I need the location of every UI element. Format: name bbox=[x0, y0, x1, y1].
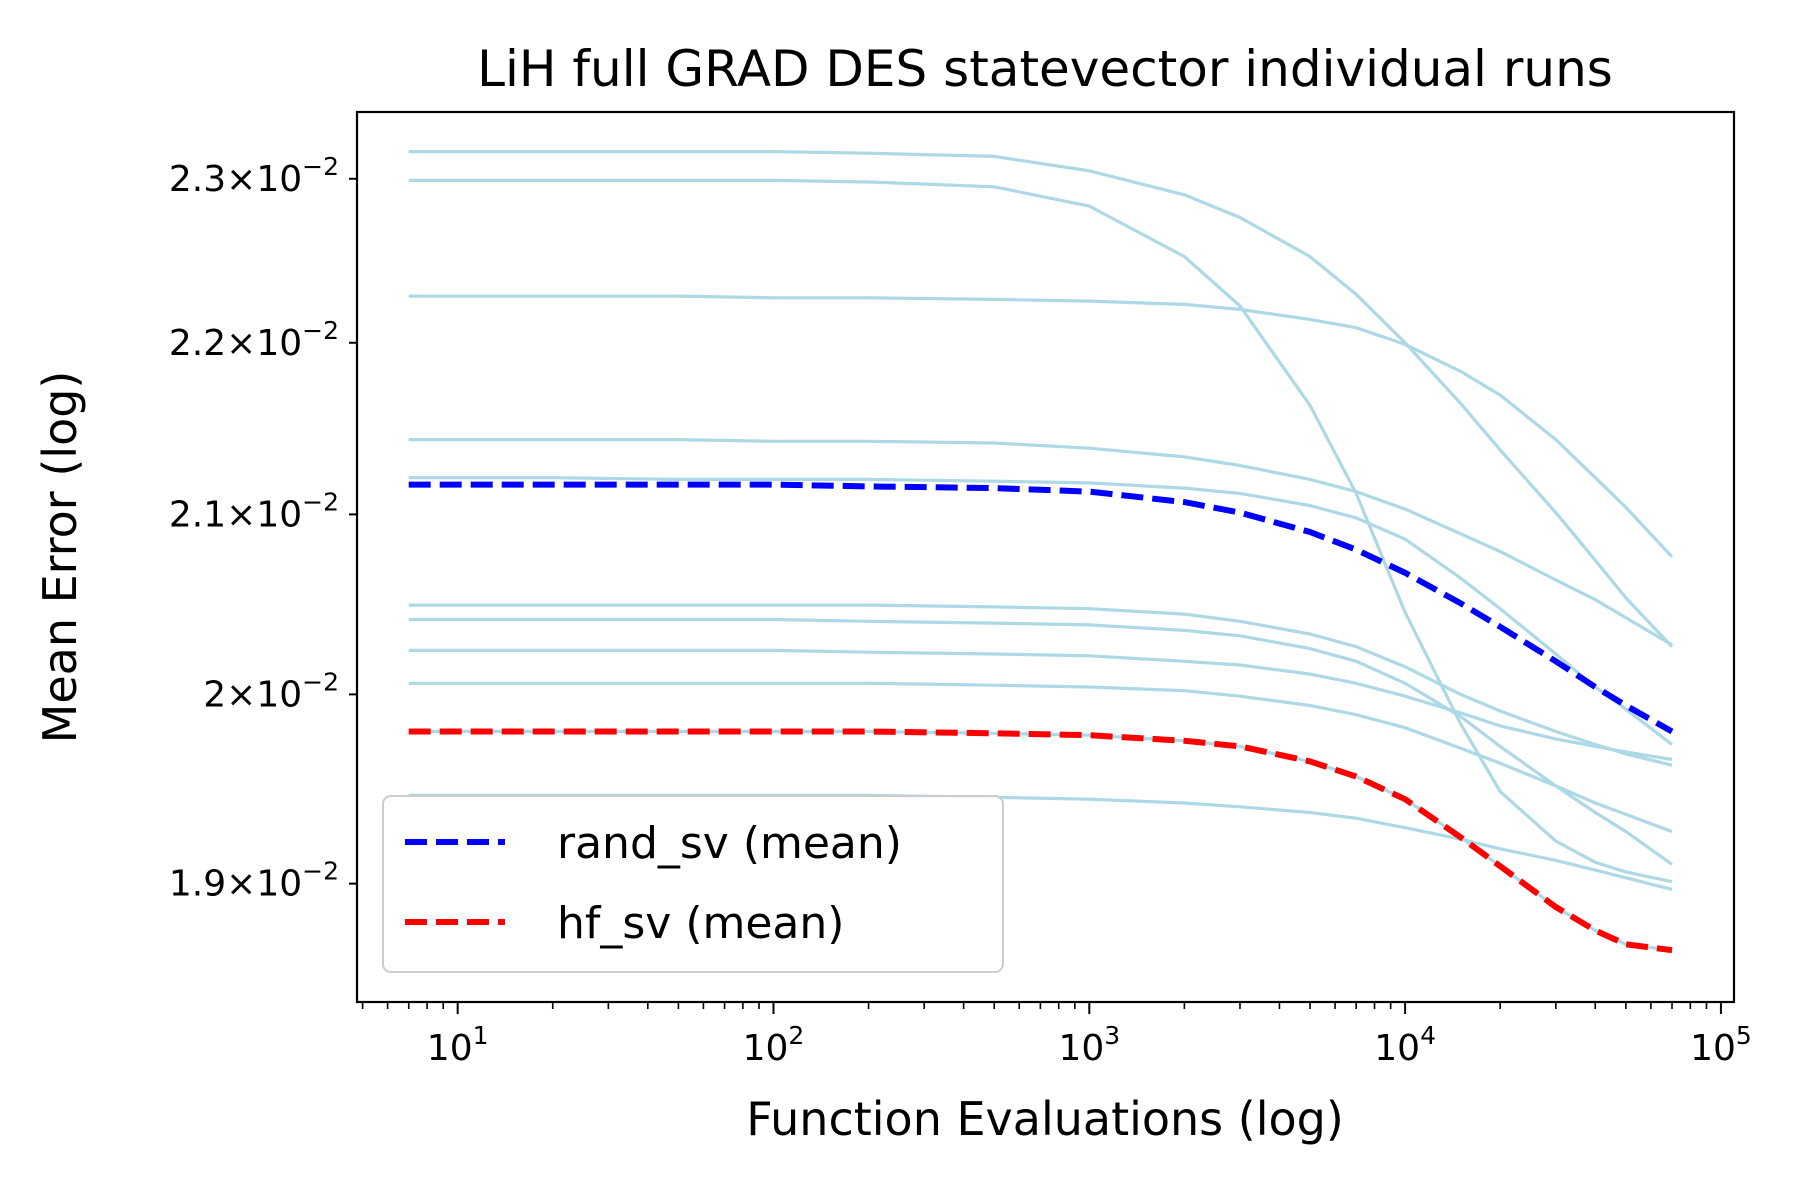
legend: rand_sv (mean) hf_sv (mean) bbox=[382, 795, 1004, 973]
y-tick-label: 2.3×10−2 bbox=[169, 152, 339, 200]
mean-line-hf-sv bbox=[408, 728, 1673, 954]
run-line-9 bbox=[408, 681, 1673, 834]
y-tick-label: 2×10−2 bbox=[203, 667, 339, 715]
run-line-4 bbox=[408, 438, 1673, 647]
y-axis-label: Mean Error (log) bbox=[33, 371, 87, 744]
y-axis: 1.9×10−2 2×10−2 2.1×10−2 2.2×10−2 2.3×10−2 bbox=[169, 152, 357, 905]
legend-label-hf-sv: hf_sv (mean) bbox=[557, 898, 844, 949]
x-tick-label: 104 bbox=[1374, 1021, 1436, 1069]
x-axis: 101 102 103 104 105 bbox=[361, 1002, 1752, 1069]
run-line-2 bbox=[408, 178, 1673, 884]
x-tick-label: 103 bbox=[1058, 1021, 1120, 1069]
mean-line-rand-sv bbox=[408, 481, 1674, 735]
plot-area bbox=[408, 150, 1674, 954]
run-line-6 bbox=[408, 603, 1673, 767]
y-tick-label: 2.1×10−2 bbox=[169, 487, 339, 535]
x-tick-label: 102 bbox=[743, 1021, 805, 1069]
mean-series bbox=[408, 481, 1674, 954]
chart-title: LiH full GRAD DES statevector individual… bbox=[477, 40, 1613, 98]
run-line-3 bbox=[408, 294, 1674, 558]
y-tick-label: 2.2×10−2 bbox=[169, 316, 339, 364]
x-axis-label: Function Evaluations (log) bbox=[746, 1092, 1344, 1146]
x-tick-label: 101 bbox=[427, 1021, 489, 1069]
legend-box bbox=[382, 795, 1004, 973]
run-line-1 bbox=[408, 150, 1674, 648]
legend-label-rand-sv: rand_sv (mean) bbox=[557, 818, 902, 869]
x-tick-label: 105 bbox=[1690, 1021, 1752, 1069]
plot-frame bbox=[355, 110, 1736, 1004]
run-line-5 bbox=[408, 476, 1673, 746]
y-tick-label: 1.9×10−2 bbox=[169, 857, 339, 905]
run-line-8 bbox=[408, 648, 1673, 762]
